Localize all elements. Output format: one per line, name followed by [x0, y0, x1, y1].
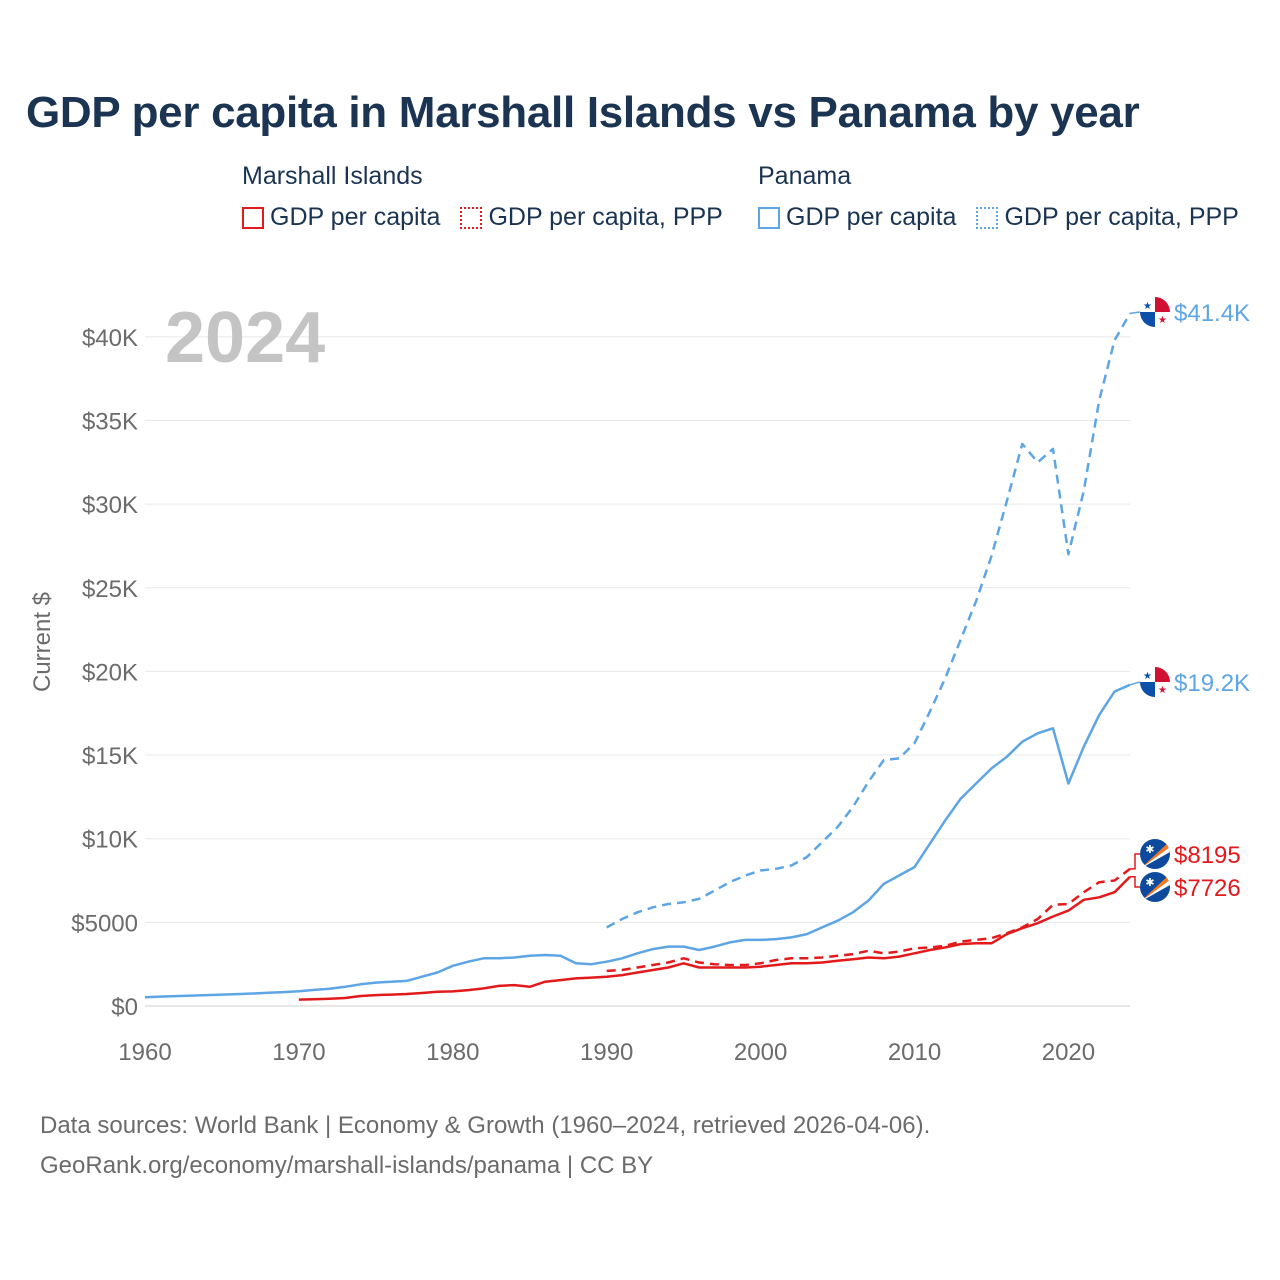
y-axis-label: Current $: [29, 592, 56, 692]
x-tick-label: 2010: [888, 1039, 941, 1066]
x-tick-label: 1970: [272, 1039, 325, 1066]
series-line-marshall-islands-gdp-per-capita-ppp: [606, 867, 1131, 973]
y-tick-label: $15K: [82, 743, 138, 770]
y-tick-label: $35K: [82, 408, 138, 435]
legend-group-name: Panama: [758, 162, 852, 190]
footer-sources: Data sources: World Bank | Economy & Gro…: [40, 1112, 931, 1139]
legend-label: GDP per capita, PPP: [1004, 203, 1239, 231]
legend-label: GDP per capita, PPP: [488, 203, 723, 231]
chart-title: GDP per capita in Marshall Islands vs Pa…: [26, 88, 1140, 137]
legend-swatch-dotted-blue: [976, 206, 999, 229]
series-line-panama-gdp-per-capita-ppp: [606, 312, 1132, 929]
legend-item-panama-gdp-ppp[interactable]: GDP per capita, PPP: [976, 203, 1239, 232]
svg-text:★: ★: [1143, 301, 1152, 312]
svg-text:★: ★: [1158, 315, 1167, 326]
legend-swatch-solid-blue: [758, 206, 780, 229]
x-tick-label: 2000: [734, 1039, 787, 1066]
x-tick-label: 1960: [118, 1039, 171, 1066]
end-connector: [1129, 311, 1141, 315]
svg-text:✱: ✱: [1145, 877, 1154, 889]
series-line-panama-gdp-per-capita: [144, 683, 1131, 999]
end-connector: [1130, 853, 1140, 870]
legend-swatch-solid-red: [242, 206, 264, 229]
footer-attribution: GeoRank.org/economy/marshall-islands/pan…: [40, 1152, 654, 1179]
y-tick-label: $30K: [82, 492, 138, 519]
marshall-islands-flag-icon: ✱: [1140, 839, 1170, 869]
svg-text:★: ★: [1143, 671, 1152, 682]
legend-group-name: Marshall Islands: [242, 162, 423, 190]
legend-group-panama: Panama GDP per capita GDP per capita, PP…: [758, 162, 1239, 232]
panama-flag-icon: ★★: [1140, 667, 1170, 697]
y-tick-label: $0: [111, 994, 138, 1021]
end-value-label: $41.4K: [1174, 300, 1250, 327]
x-tick-label: 1990: [580, 1039, 633, 1066]
y-tick-label: $40K: [82, 325, 138, 352]
footer: Data sources: World Bank | Economy & Gro…: [40, 1106, 930, 1186]
legend-group-marshall-islands: Marshall Islands GDP per capita GDP per …: [242, 162, 723, 232]
y-tick-label: $25K: [82, 576, 138, 603]
legend-item-panama-gdp[interactable]: GDP per capita: [758, 203, 956, 232]
x-tick-label: 1980: [426, 1039, 479, 1066]
end-connector: [1129, 681, 1141, 686]
svg-text:★: ★: [1158, 685, 1167, 696]
legend-label: GDP per capita: [786, 203, 957, 231]
svg-text:✱: ✱: [1145, 844, 1154, 856]
legend-label: GDP per capita: [270, 203, 441, 231]
y-tick-label: $10K: [82, 827, 138, 854]
legend-item-marshall-gdp-ppp[interactable]: GDP per capita, PPP: [460, 203, 723, 232]
year-watermark: 2024: [165, 298, 325, 378]
y-tick-label: $20K: [82, 659, 138, 686]
y-tick-label: $5000: [71, 910, 138, 937]
end-value-label: $19.2K: [1174, 670, 1250, 697]
x-tick-label: 2020: [1042, 1039, 1095, 1066]
panama-flag-icon: ★★: [1140, 297, 1170, 327]
marshall-islands-flag-icon: ✱: [1140, 872, 1170, 902]
end-value-label: $8195: [1174, 842, 1241, 869]
legend-item-marshall-gdp[interactable]: GDP per capita: [242, 203, 440, 232]
legend-swatch-dotted-red: [460, 206, 483, 229]
end-value-label: $7726: [1174, 875, 1241, 902]
series-line-marshall-islands-gdp-per-capita: [298, 875, 1131, 1001]
end-connector: [1130, 875, 1140, 888]
